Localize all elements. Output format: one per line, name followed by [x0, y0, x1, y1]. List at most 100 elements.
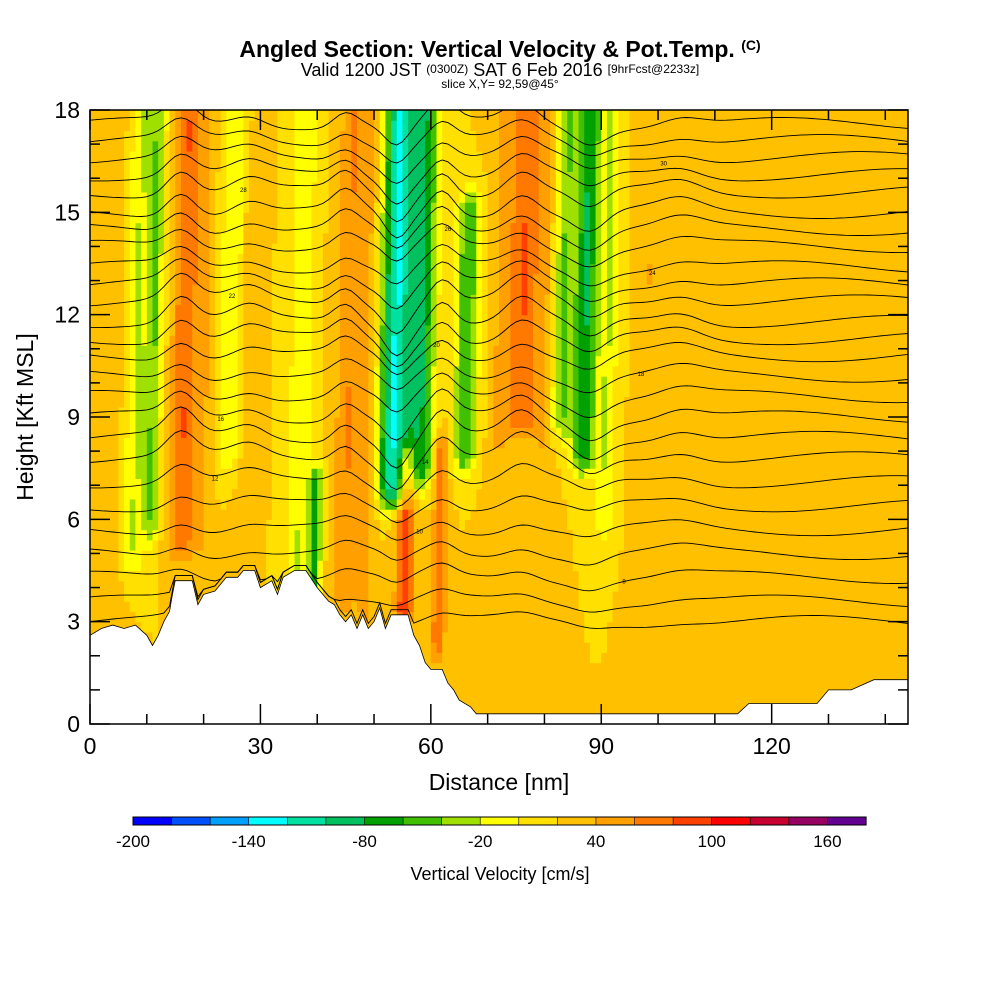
- velocity-cell: [95, 560, 102, 572]
- velocity-cell: [425, 570, 432, 582]
- velocity-cell: [646, 376, 653, 387]
- velocity-cell: [487, 550, 494, 561]
- velocity-cell: [743, 386, 750, 398]
- velocity-cell: [845, 437, 852, 449]
- velocity-cell: [709, 447, 716, 459]
- velocity-cell: [817, 417, 824, 428]
- velocity-cell: [391, 529, 398, 541]
- velocity-cell: [646, 642, 653, 653]
- velocity-cell: [641, 683, 648, 694]
- velocity-cell: [692, 498, 699, 510]
- velocity-cell: [555, 498, 563, 510]
- velocity-cell: [748, 447, 756, 459]
- velocity-cell: [834, 662, 841, 674]
- velocity-cell: [635, 509, 642, 520]
- velocity-cell: [209, 580, 216, 592]
- velocity-cell: [675, 539, 682, 551]
- velocity-cell: [646, 386, 653, 398]
- velocity-cell: [442, 376, 449, 387]
- velocity-cell: [300, 509, 307, 520]
- velocity-cell: [163, 590, 171, 602]
- velocity-cell: [550, 386, 557, 398]
- velocity-cell: [765, 457, 773, 469]
- velocity-cell: [90, 498, 97, 510]
- velocity-cell: [731, 519, 739, 531]
- velocity-cell: [805, 417, 813, 428]
- velocity-cell: [669, 457, 676, 469]
- velocity-cell: [879, 529, 886, 541]
- velocity-cell: [294, 437, 301, 449]
- velocity-cell: [765, 580, 773, 592]
- velocity-cell: [232, 457, 239, 469]
- velocity-cell: [425, 417, 432, 428]
- velocity-cell: [453, 519, 460, 531]
- velocity-cell: [533, 376, 540, 387]
- velocity-cell: [578, 529, 585, 541]
- velocity-cell: [890, 550, 898, 561]
- velocity-cell: [635, 427, 642, 439]
- velocity-cell: [351, 365, 358, 377]
- velocity-cell: [748, 406, 756, 418]
- velocity-cell: [714, 550, 722, 561]
- velocity-cell: [885, 570, 892, 582]
- velocity-cell: [658, 417, 665, 428]
- velocity-cell: [214, 519, 222, 531]
- velocity-cell: [896, 498, 903, 510]
- velocity-cell: [697, 427, 705, 439]
- velocity-cell: [294, 386, 301, 398]
- velocity-cell: [413, 365, 421, 377]
- velocity-cell: [152, 437, 159, 449]
- velocity-cell: [595, 683, 602, 694]
- velocity-cell: [345, 580, 352, 592]
- velocity-cell: [118, 509, 125, 520]
- velocity-cell: [510, 529, 517, 541]
- velocity-cell: [765, 560, 773, 572]
- velocity-cell: [623, 488, 631, 500]
- velocity-cell: [635, 611, 642, 623]
- velocity-cell: [283, 550, 290, 561]
- velocity-cell: [765, 611, 773, 623]
- velocity-cell: [663, 529, 671, 541]
- velocity-cell: [658, 642, 665, 653]
- velocity-cell: [760, 529, 767, 541]
- velocity-cell: [856, 550, 864, 561]
- velocity-cell: [783, 417, 790, 428]
- velocity-cell: [516, 570, 523, 582]
- velocity-cell: [379, 611, 386, 623]
- velocity-cell: [584, 406, 591, 418]
- velocity-cell: [339, 590, 347, 602]
- velocity-cell: [107, 590, 114, 602]
- velocity-cell: [669, 662, 676, 674]
- velocity-cell: [368, 509, 375, 520]
- velocity-cell: [504, 488, 511, 500]
- velocity-cell: [538, 488, 546, 500]
- velocity-cell: [254, 550, 262, 561]
- velocity-cell: [845, 631, 852, 643]
- velocity-cell: [697, 560, 705, 572]
- velocity-cell: [521, 590, 528, 602]
- velocity-cell: [777, 560, 784, 572]
- velocity-cell: [90, 519, 97, 531]
- velocity-cell: [743, 396, 750, 408]
- velocity-cell: [822, 642, 830, 653]
- velocity-cell: [430, 662, 438, 674]
- velocity-cell: [396, 417, 404, 428]
- velocity-cell: [731, 703, 739, 715]
- velocity-cell: [851, 468, 858, 479]
- velocity-cell: [703, 376, 710, 387]
- velocity-cell: [516, 478, 523, 490]
- velocity-cell: [754, 396, 761, 408]
- velocity-cell: [186, 386, 193, 398]
- velocity-cell: [612, 693, 619, 705]
- velocity-cell: [817, 509, 824, 520]
- velocity-cell: [402, 509, 409, 520]
- velocity-cell: [680, 631, 688, 643]
- velocity-cell: [192, 478, 199, 490]
- velocity-cell: [470, 519, 477, 531]
- velocity-cell: [635, 529, 642, 541]
- velocity-cell: [107, 550, 114, 561]
- velocity-cell: [169, 386, 176, 398]
- velocity-cell: [862, 406, 869, 418]
- velocity-cell: [817, 580, 824, 592]
- velocity-cell: [561, 703, 568, 715]
